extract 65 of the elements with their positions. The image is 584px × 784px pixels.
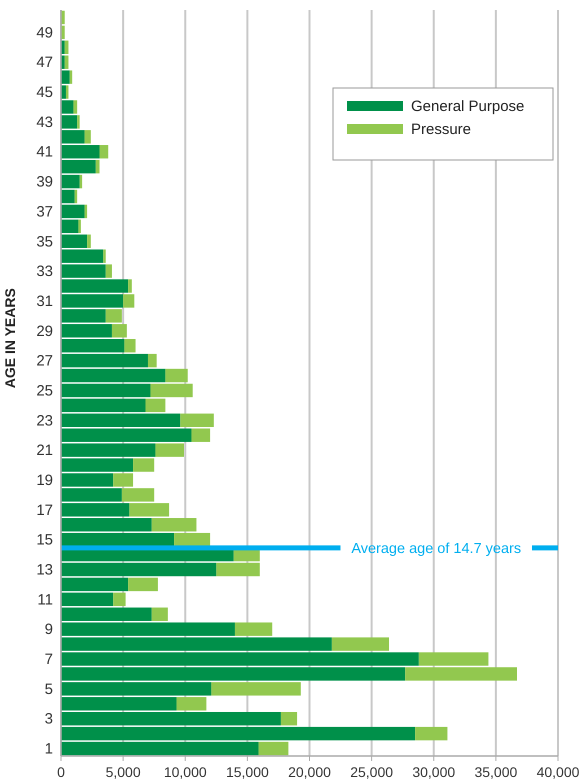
bar	[74, 190, 78, 204]
y-tick-label: 33	[36, 263, 53, 280]
bar	[148, 354, 157, 368]
bar	[100, 145, 108, 158]
bar	[106, 264, 112, 278]
y-tick-label: 29	[36, 322, 53, 340]
bar	[87, 234, 91, 248]
legend-label: General Purpose	[411, 98, 524, 115]
bar	[176, 697, 206, 710]
y-tick-label: 27	[36, 352, 53, 370]
y-tick-label: 43	[36, 114, 53, 131]
y-tick-label: 31	[36, 292, 53, 310]
bar	[73, 100, 78, 114]
x-tick-label: 0	[57, 764, 66, 780]
bar	[103, 249, 106, 263]
bar	[70, 70, 72, 84]
bar	[80, 174, 82, 188]
bar	[211, 682, 301, 696]
y-tick-label: 17	[36, 502, 53, 519]
y-axis-title: AGE IN YEARS	[2, 288, 18, 388]
y-tick-label: 37	[36, 203, 53, 220]
y-tick-label: 45	[36, 84, 53, 102]
bar	[415, 726, 448, 740]
x-tick-label: 35,000	[474, 764, 518, 780]
bar	[96, 160, 100, 174]
bar	[77, 115, 80, 129]
y-tick-label: 25	[36, 382, 53, 400]
bar	[280, 712, 298, 726]
bar	[84, 130, 91, 144]
y-tick-label: 5	[44, 680, 53, 698]
bar	[128, 578, 158, 592]
bar	[133, 458, 154, 472]
y-tick-label: 21	[36, 442, 53, 460]
y-tick-label: 13	[36, 562, 53, 578]
bar	[155, 443, 184, 457]
bar	[258, 742, 288, 756]
y-tick-label: 35	[36, 233, 53, 250]
x-tick-label: 25,000	[350, 764, 394, 780]
x-tick-label: 10,000	[164, 764, 207, 780]
bar	[152, 608, 168, 621]
y-tick-label: 9	[44, 621, 53, 638]
y-tick-label: 1	[44, 740, 53, 758]
bar	[66, 85, 68, 99]
y-tick-label: 23	[36, 412, 53, 430]
y-tick-label: 11	[37, 591, 53, 608]
annotation: Average age of 14.7 years	[351, 540, 522, 557]
y-tick-label: 15	[36, 532, 53, 549]
y-tick-label: 19	[36, 472, 53, 489]
bar	[332, 637, 390, 651]
bar	[113, 592, 126, 606]
y-tick-label: 47	[36, 54, 53, 72]
y-tick-label: 7	[44, 651, 53, 668]
legend-label: Pressure	[411, 121, 472, 138]
x-tick-label: 20,000	[288, 764, 332, 780]
y-tick-label: 39	[36, 174, 53, 191]
x-tick-label: 15,000	[226, 764, 269, 780]
y-tick-label: 49	[36, 24, 53, 42]
bar	[78, 220, 81, 234]
x-tick-label: 40,000	[536, 764, 580, 780]
bar	[84, 204, 88, 218]
y-tick-label: 41	[36, 144, 53, 161]
y-tick-label: 3	[44, 710, 53, 728]
x-tick-label: 30,000	[412, 764, 456, 780]
x-tick-label: 5,000	[106, 764, 141, 780]
bar	[234, 622, 272, 636]
